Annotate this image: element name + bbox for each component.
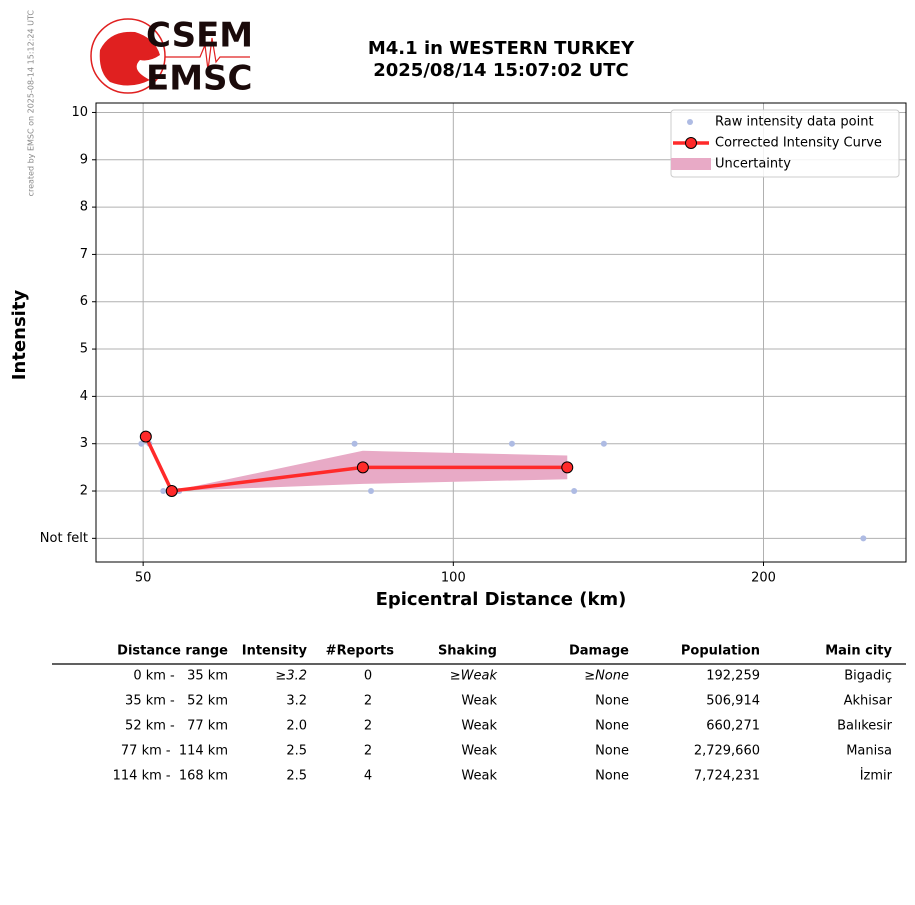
y-tick-label: 7 bbox=[80, 247, 88, 262]
table-cell: 192,259 bbox=[706, 669, 760, 684]
raw-point bbox=[160, 488, 167, 495]
legend-swatch bbox=[687, 119, 693, 125]
legend-swatch bbox=[685, 137, 697, 149]
logo-top: CSEM bbox=[146, 16, 253, 56]
x-tick-label: 100 bbox=[441, 571, 466, 586]
table-cell: İzmir bbox=[860, 768, 893, 784]
y-tick-label: 8 bbox=[80, 200, 88, 215]
credit: created by EMSC on 2025-08-14 15:12:24 U… bbox=[27, 10, 36, 197]
table-cell: Akhisar bbox=[844, 694, 893, 709]
raw-point bbox=[351, 440, 358, 447]
table-cell: 2.5 bbox=[286, 744, 307, 759]
y-tick-label: Not felt bbox=[40, 531, 88, 546]
logo-wave bbox=[165, 37, 250, 71]
uncertainty-band bbox=[145, 436, 568, 492]
table-cell: 0 km - 35 km bbox=[133, 669, 228, 684]
table-cell: 506,914 bbox=[706, 694, 760, 709]
table-header: Intensity bbox=[242, 644, 308, 659]
table-header: Population bbox=[681, 644, 760, 659]
curve-marker bbox=[139, 430, 152, 443]
table-cell: 660,271 bbox=[706, 719, 760, 734]
table-cell: None bbox=[595, 769, 629, 784]
table-cell: 77 km - 114 km bbox=[121, 744, 228, 759]
table-cell: Manisa bbox=[846, 744, 892, 759]
table-cell: 4 bbox=[364, 769, 372, 784]
table-cell: Weak bbox=[461, 719, 497, 734]
y-tick-label: 5 bbox=[80, 342, 88, 357]
raw-point bbox=[571, 488, 578, 495]
table-cell: 2.5 bbox=[286, 769, 307, 784]
legend-label: Corrected Intensity Curve bbox=[715, 136, 882, 151]
table-cell: 0 bbox=[364, 669, 372, 684]
table-cell: None bbox=[595, 744, 629, 759]
table-cell: 3.2 bbox=[286, 694, 307, 709]
logo-map bbox=[99, 31, 160, 86]
table-cell: 2.0 bbox=[286, 719, 307, 734]
raw-point bbox=[860, 535, 867, 542]
y-tick-label: 9 bbox=[80, 152, 88, 167]
chart-title: 2025/08/14 15:07:02 UTC bbox=[373, 60, 629, 81]
table-cell: Bigadiç bbox=[844, 669, 892, 684]
raw-point bbox=[368, 488, 375, 495]
table-cell: 7,724,231 bbox=[694, 769, 760, 784]
logo-circle bbox=[90, 18, 166, 94]
table-cell: 52 km - 77 km bbox=[125, 719, 228, 734]
y-tick-label: 6 bbox=[80, 294, 88, 309]
x-tick-label: 200 bbox=[751, 571, 776, 586]
legend-label: Raw intensity data point bbox=[715, 115, 874, 130]
legend-label: Uncertainty bbox=[715, 157, 791, 172]
table-cell: 2 bbox=[364, 744, 372, 759]
table-cell: None bbox=[595, 694, 629, 709]
table-cell: 2,729,660 bbox=[694, 744, 760, 759]
plot-frame bbox=[95, 102, 907, 563]
y-tick-label: 2 bbox=[80, 484, 88, 499]
y-tick-label: 4 bbox=[80, 389, 88, 404]
table-header: #Reports bbox=[326, 644, 395, 659]
table-header: Distance range bbox=[117, 644, 228, 659]
logo-bottom: EMSC bbox=[146, 59, 253, 99]
y-tick-label: 10 bbox=[71, 105, 88, 120]
y-tick-label: 3 bbox=[80, 436, 88, 451]
raw-point bbox=[508, 440, 515, 447]
table-cell: ≥Weak bbox=[450, 669, 498, 684]
table-cell: Weak bbox=[461, 744, 497, 759]
table-cell: ≥None bbox=[584, 669, 629, 684]
curve-marker bbox=[165, 485, 178, 498]
table-cell: ≥3.2 bbox=[275, 669, 307, 684]
table-header: Shaking bbox=[438, 644, 497, 659]
raw-point bbox=[600, 440, 607, 447]
chart-title: M4.1 in WESTERN TURKEY bbox=[368, 38, 635, 59]
logo: CSEM EMSC bbox=[90, 16, 253, 99]
legend-box bbox=[670, 109, 900, 178]
x-tick-label: 50 bbox=[135, 571, 152, 586]
raw-point bbox=[138, 440, 145, 447]
table-cell: 114 km - 168 km bbox=[113, 769, 228, 784]
table-cell: Weak bbox=[461, 769, 497, 784]
table-cell: 35 km - 52 km bbox=[125, 694, 228, 709]
curve-marker bbox=[356, 461, 369, 474]
table-cell: None bbox=[595, 719, 629, 734]
table-cell: Balıkesir bbox=[837, 719, 893, 734]
table-header: Main city bbox=[825, 644, 892, 659]
table-cell: 2 bbox=[364, 719, 372, 734]
table-cell: 2 bbox=[364, 694, 372, 709]
table-cell: Weak bbox=[461, 694, 497, 709]
y-axis-label: Intensity bbox=[9, 290, 30, 381]
table-header: Damage bbox=[569, 644, 629, 659]
legend-swatch bbox=[671, 158, 711, 170]
curve-marker bbox=[561, 461, 574, 474]
x-axis-label: Epicentral Distance (km) bbox=[376, 589, 627, 610]
intensity-curve bbox=[144, 435, 568, 493]
